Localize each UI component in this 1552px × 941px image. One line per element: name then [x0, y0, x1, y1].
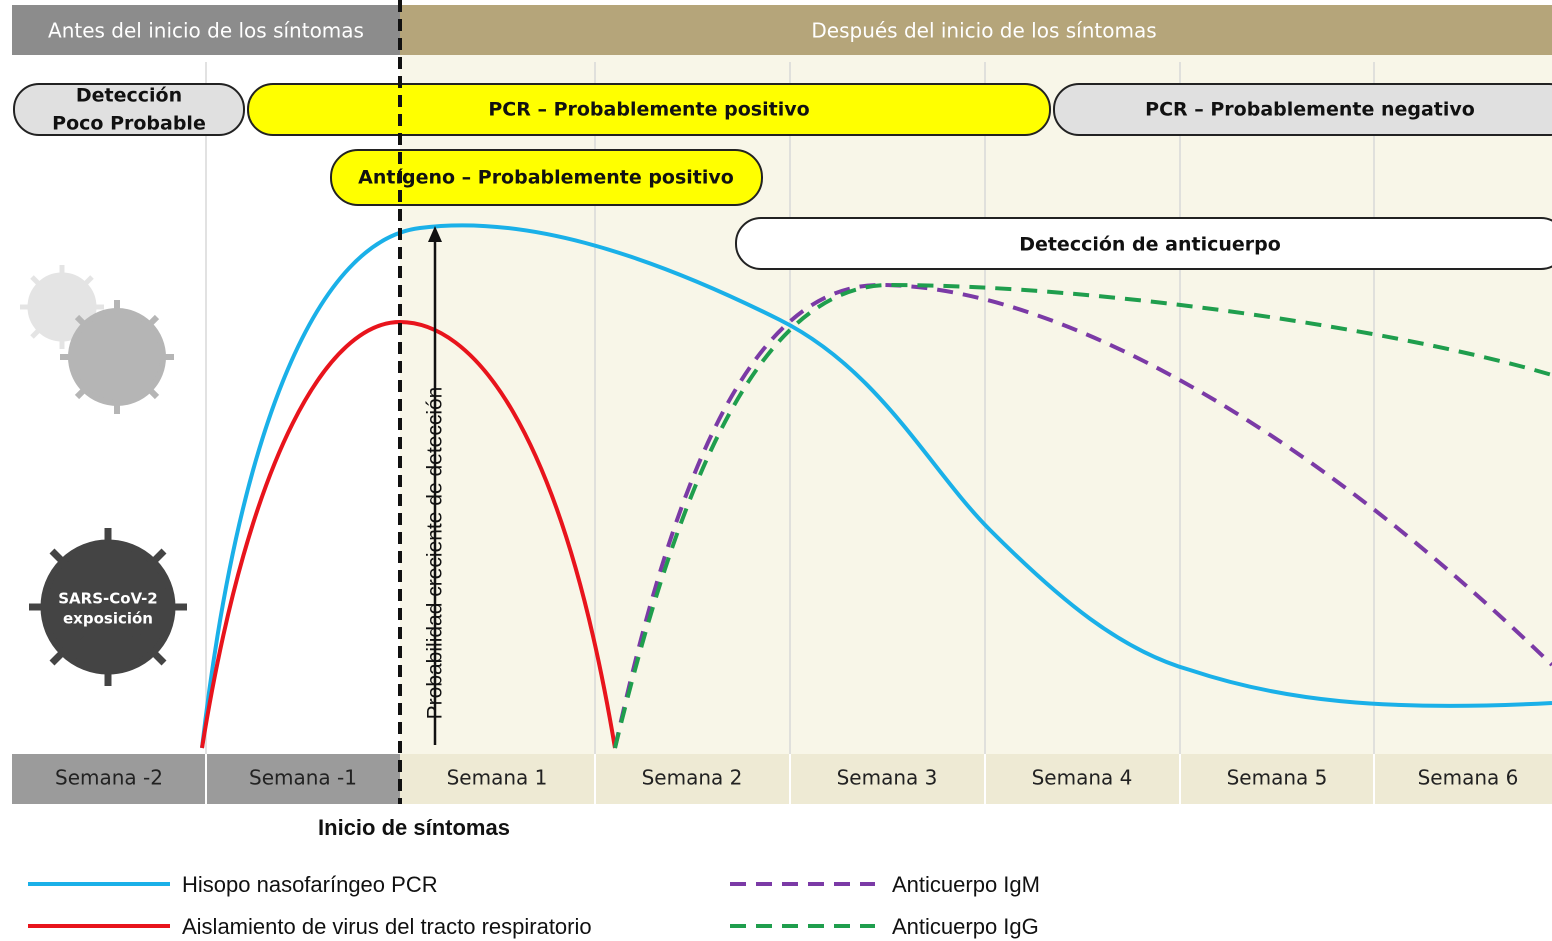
legend-label: Anticuerpo IgG	[892, 914, 1039, 939]
exposure-label: exposición	[63, 610, 153, 628]
week-label: Semana 2	[642, 766, 743, 790]
band-text: Antígeno – Probablemente positivo	[358, 167, 734, 189]
week-label: Semana 4	[1032, 766, 1133, 790]
week-label: Semana 3	[837, 766, 938, 790]
page: {"header": {"before": "Antes del inicio …	[0, 0, 1552, 941]
band-text: PCR – Probablemente negativo	[1145, 99, 1475, 121]
header-after-text: Después del inicio de los síntomas	[811, 19, 1156, 43]
band-text: Detección	[76, 85, 182, 107]
band-text: PCR – Probablemente positivo	[488, 99, 809, 121]
weeks-after	[400, 754, 1552, 804]
legend-label: Anticuerpo IgM	[892, 872, 1040, 897]
week-label: Semana -1	[249, 766, 357, 790]
week-label: Semana 5	[1227, 766, 1328, 790]
legend-label: Aislamiento de virus del tracto respirat…	[182, 914, 592, 939]
header-before-text: Antes del inicio de los síntomas	[48, 19, 364, 43]
week-label: Semana 1	[447, 766, 548, 790]
week-label: Semana -2	[55, 766, 163, 790]
arrow-label: Probabilidad creciente de detección	[424, 387, 447, 720]
legend-label: Hisopo nasofaríngeo PCR	[182, 872, 438, 897]
onset-label: Inicio de síntomas	[318, 815, 510, 840]
week-label: Semana 6	[1418, 766, 1519, 790]
diagram: Antes del inicio de los síntomas Después…	[0, 0, 1552, 941]
band-text: Detección de anticuerpo	[1019, 234, 1281, 256]
exposure-label: SARS-CoV-2	[58, 590, 158, 608]
band-text: Poco Probable	[52, 113, 206, 135]
